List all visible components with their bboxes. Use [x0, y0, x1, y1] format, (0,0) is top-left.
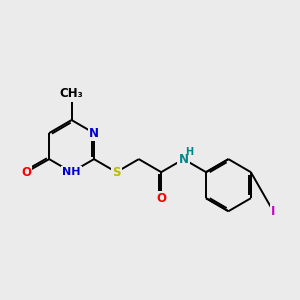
Text: H: H [185, 147, 193, 157]
Text: N: N [89, 127, 99, 140]
Text: O: O [156, 192, 166, 205]
Text: I: I [271, 205, 275, 218]
Text: NH: NH [62, 167, 81, 177]
Text: S: S [112, 166, 121, 178]
Text: CH₃: CH₃ [60, 88, 83, 100]
Text: O: O [21, 166, 31, 178]
Text: N: N [178, 153, 189, 166]
